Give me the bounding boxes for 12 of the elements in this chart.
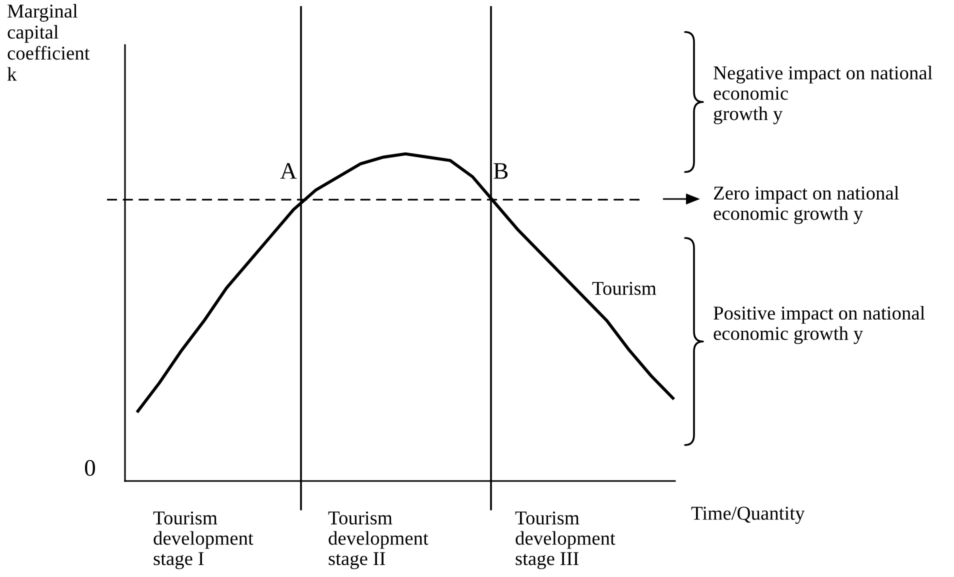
y-axis-title: Marginal capital coefficient k	[7, 4, 90, 81]
series-label: Tourism	[592, 282, 656, 295]
text: Tourism development stage III	[515, 511, 616, 570]
text: Zero impact on national economic growth y	[714, 186, 899, 224]
annotation: A	[280, 163, 297, 179]
text: Positive impact on national economic growth y	[714, 306, 925, 344]
annotation: B	[494, 163, 508, 179]
text: Negative impact on national economic growth y	[714, 66, 932, 124]
text: Tourism development stage II	[328, 511, 428, 570]
text: 0	[84, 460, 96, 476]
text: Tourism development stage I	[153, 511, 254, 570]
x-axis-title: Time/Quantity	[691, 506, 805, 524]
